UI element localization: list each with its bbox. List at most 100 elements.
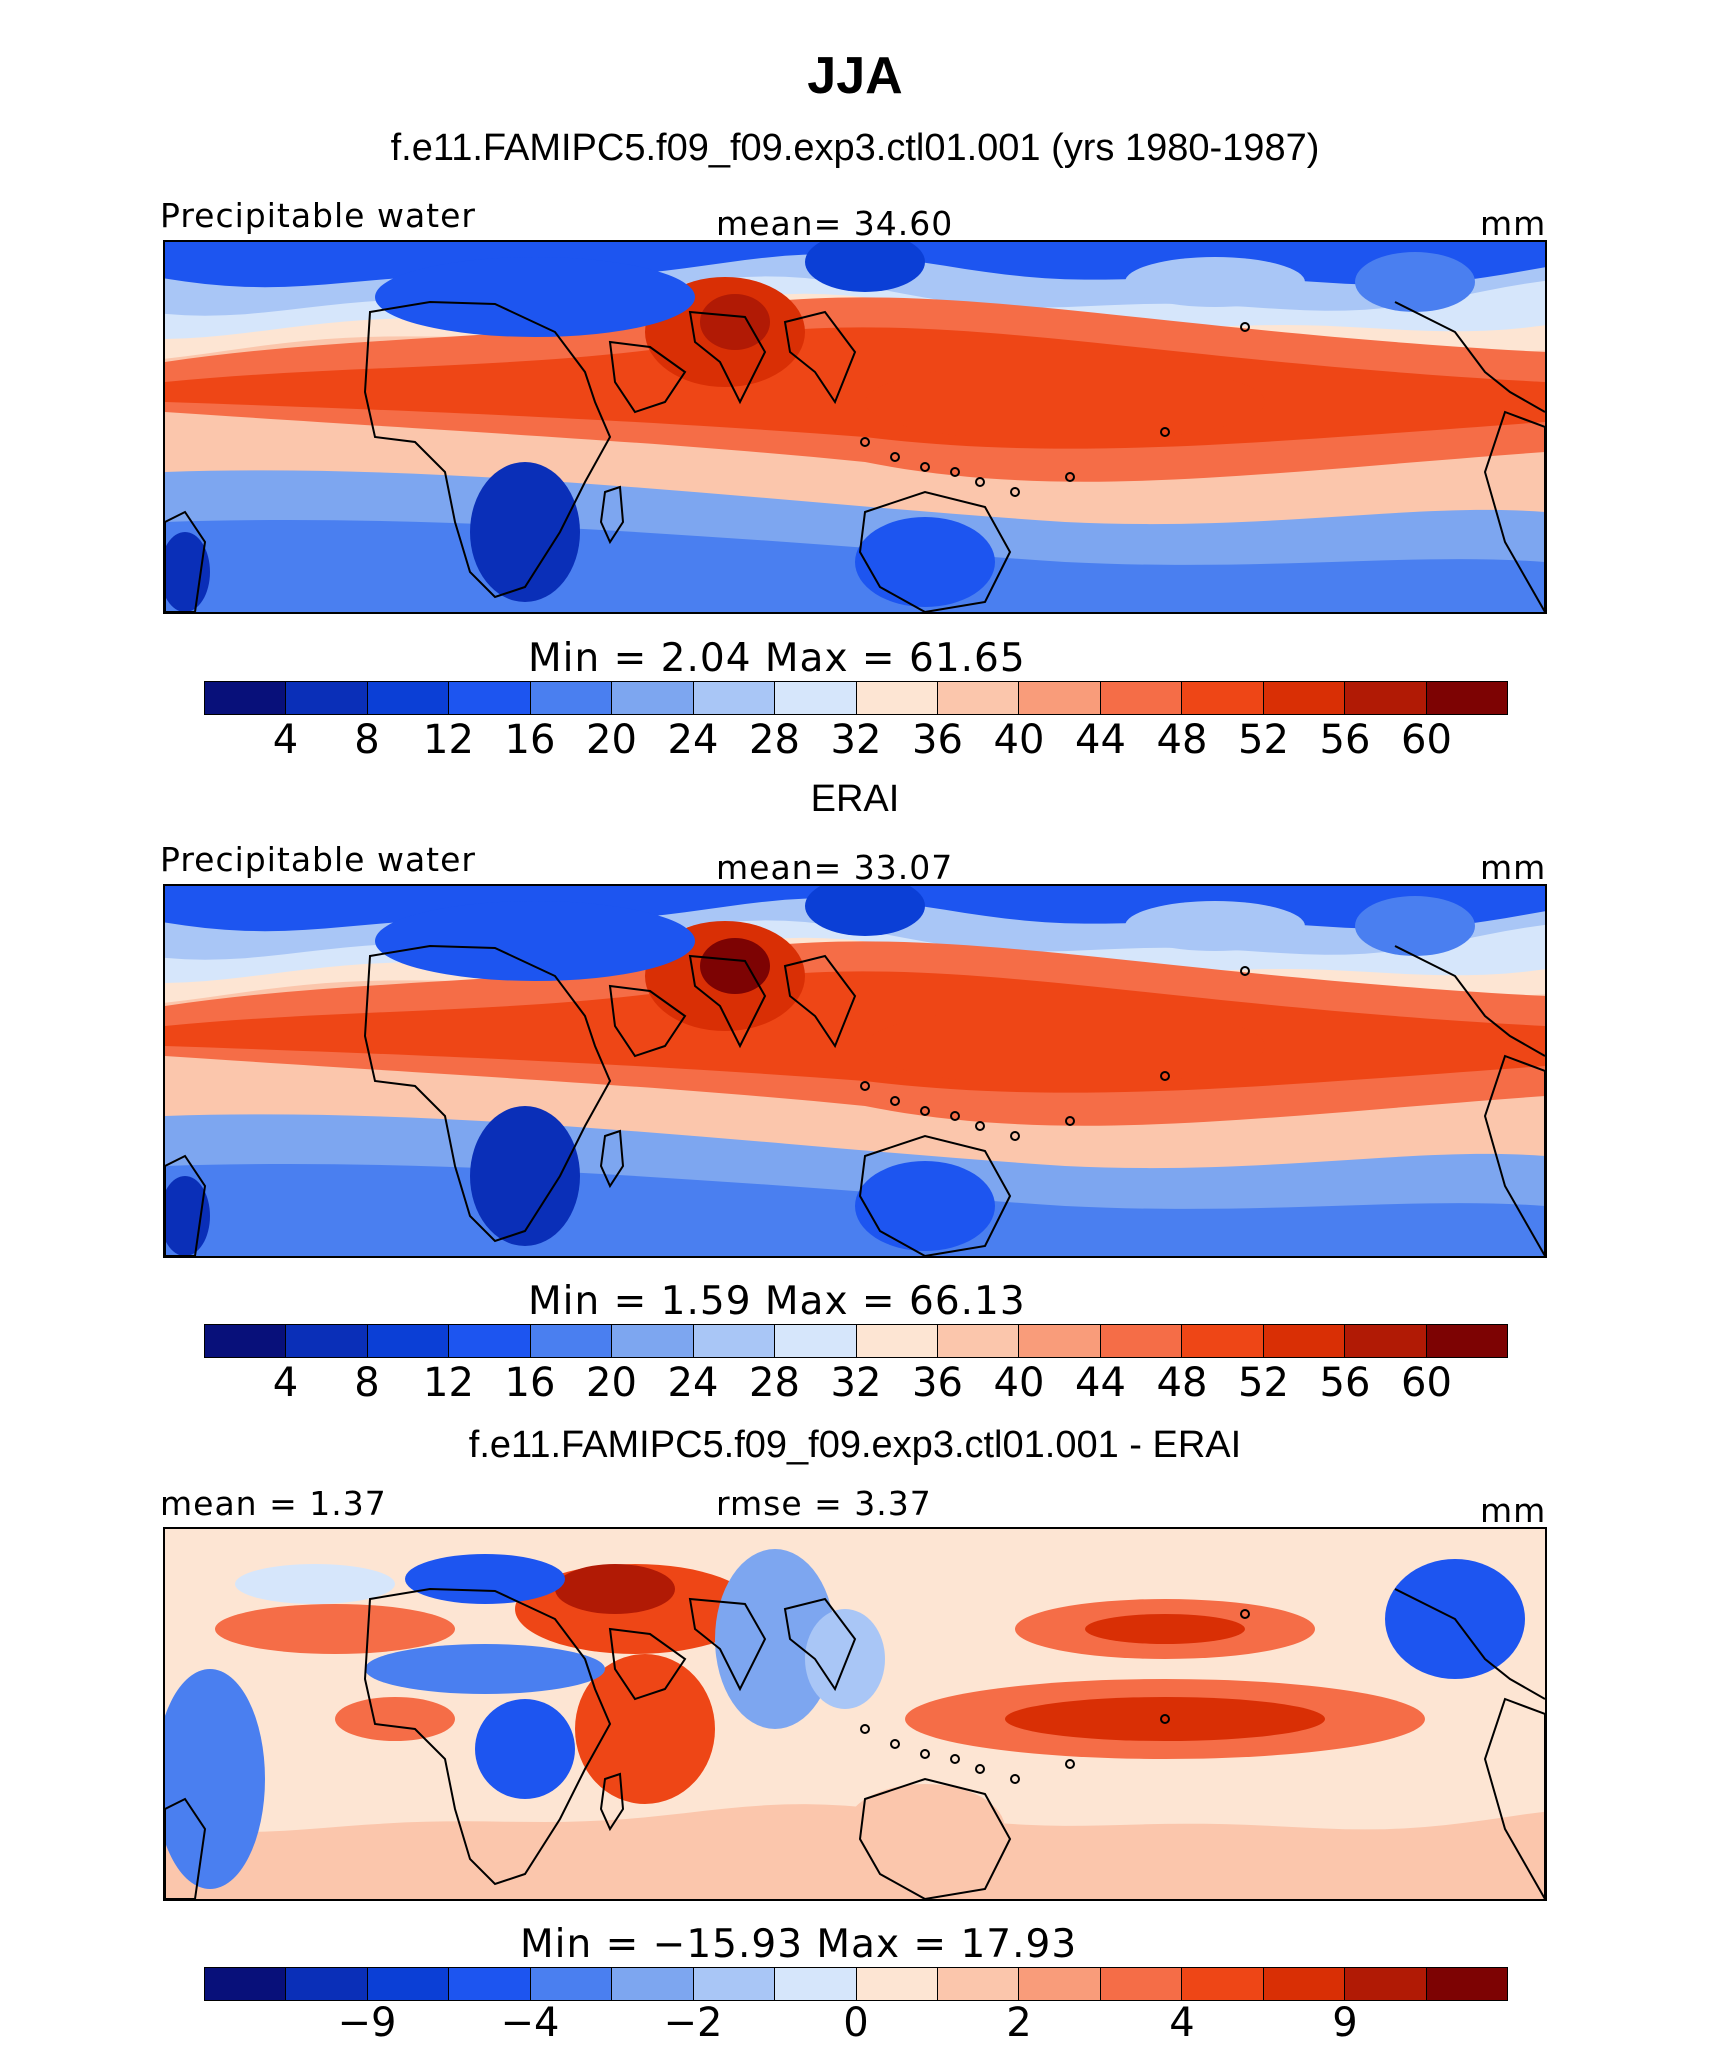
colorbar-swatch — [205, 1968, 287, 2000]
colorbar-swatch — [530, 1325, 613, 1357]
panel-1-colorbar-ticks: 4 8 12 16 20 24 28 32 36 40 44 48 52 56 60 — [0, 717, 1710, 767]
sahara-dry — [375, 901, 695, 981]
coastline — [363, 944, 612, 1243]
panel-2-colorbar — [204, 1324, 1508, 1358]
colorbar-swatch — [1345, 1325, 1427, 1357]
island-coastline — [1065, 1759, 1075, 1769]
colorbar-swatch — [286, 1968, 368, 2000]
panel-1-title: f.e11.FAMIPC5.f09_f09.exp3.ctl01.001 (yr… — [390, 127, 1320, 169]
colorbar-tick-label: 60 — [1401, 1360, 1452, 1406]
colorbar-tick-label: 36 — [912, 1360, 963, 1406]
n-america-dry — [1355, 252, 1475, 312]
contour-band — [165, 1804, 1545, 1899]
sahel-negative — [365, 1644, 605, 1694]
pacific-peak — [1005, 1697, 1325, 1741]
island-coastline — [975, 1121, 985, 1131]
panel-3-contour-field — [165, 1529, 1545, 1899]
colorbar-tick-label: 52 — [1238, 717, 1289, 763]
coastline — [1483, 410, 1545, 612]
coastline — [858, 1777, 1012, 1899]
coastline — [783, 310, 857, 405]
colorbar-tick-label: 44 — [1075, 717, 1126, 763]
colorbar-swatch — [693, 1325, 776, 1357]
se-asia-negative — [805, 1609, 885, 1709]
colorbar-swatch — [286, 1325, 368, 1357]
panel-1-units: mm — [1480, 204, 1547, 243]
coastline — [165, 1797, 207, 1899]
colorbar-swatch — [449, 682, 531, 714]
colorbar-swatch — [937, 1325, 1020, 1357]
panel-1-min-max: Min = 2.04 Max = 61.65 — [528, 636, 1026, 681]
panel-1-colorbar — [204, 681, 1508, 715]
australia-dry — [855, 1161, 995, 1251]
colorbar-swatch — [775, 1325, 857, 1357]
panel-3-min-max: Min = −15.93 Max = 17.93 — [520, 1922, 1078, 1967]
panel-2-colorbar-ticks: 4 8 12 16 20 24 28 32 36 40 44 48 52 56 60 — [0, 1360, 1710, 1410]
panel-1-map — [163, 240, 1547, 614]
colorbar-tick-label: 20 — [586, 717, 637, 763]
coastline — [608, 340, 687, 414]
coastline — [599, 1772, 625, 1832]
colorbar-swatch — [612, 1325, 694, 1357]
africa-dry — [470, 462, 580, 602]
island-coastline — [1065, 472, 1075, 482]
coastline — [1394, 301, 1545, 413]
island-coastline — [1240, 1609, 1250, 1619]
australia-dry — [855, 517, 995, 607]
colorbar-tick-label: 2 — [1006, 2000, 1032, 2046]
sahara-negative — [405, 1554, 565, 1604]
colorbar-tick-label: 0 — [843, 2000, 869, 2046]
warm-pool — [865, 1006, 1265, 1086]
colorbar-swatch — [367, 1325, 450, 1357]
colorbar-tick-label: 8 — [354, 1360, 380, 1406]
island-coastline — [920, 1749, 930, 1759]
panel-3-title: f.e11.FAMIPC5.f09_f09.exp3.ctl01.001 - E… — [468, 1424, 1242, 1466]
colorbar-swatch — [530, 1968, 613, 2000]
colorbar-swatch — [1263, 1325, 1346, 1357]
colorbar-swatch — [1263, 1968, 1346, 2000]
panel-2-contour-field — [165, 886, 1545, 1256]
coastline — [1483, 1697, 1545, 1899]
colorbar-swatch — [286, 682, 368, 714]
colorbar-tick-label: 60 — [1401, 717, 1452, 763]
sahara-dry — [375, 257, 695, 337]
colorbar-swatch — [1426, 1968, 1507, 2000]
island-coastline — [860, 437, 870, 447]
panel-3-colorbar-ticks: −9 −4 −2 0 2 4 9 — [0, 2000, 1710, 2048]
coastline — [165, 1154, 207, 1256]
island-coastline — [950, 1754, 960, 1764]
colorbar-swatch — [693, 682, 776, 714]
indian-ocean-positive — [575, 1654, 715, 1804]
colorbar-tick-label: 48 — [1156, 1360, 1208, 1406]
colorbar-tick-label: −9 — [337, 2000, 397, 2046]
colorbar-swatch — [367, 1968, 450, 2000]
panel-2-title: ERAI — [810, 778, 900, 820]
coastline — [688, 954, 767, 1049]
island-coastline — [1010, 487, 1020, 497]
colorbar-swatch — [1426, 682, 1507, 714]
monsoon-peak — [700, 294, 770, 350]
colorbar-swatch — [1019, 1325, 1101, 1357]
coastline — [1394, 945, 1545, 1057]
colorbar-swatch — [205, 1325, 287, 1357]
coastline — [858, 490, 1012, 612]
colorbar-tick-label: 52 — [1238, 1360, 1289, 1406]
colorbar-swatch — [1345, 1968, 1427, 2000]
coastline — [608, 1627, 687, 1701]
colorbar-swatch — [1182, 1968, 1264, 2000]
s-america-negative — [165, 1669, 265, 1889]
island-coastline — [890, 1739, 900, 1749]
colorbar-swatch — [1182, 682, 1264, 714]
coastline — [608, 984, 687, 1058]
colorbar-swatch — [1019, 682, 1101, 714]
colorbar-swatch — [530, 682, 613, 714]
panel-3-units: mm — [1480, 1491, 1547, 1530]
island-coastline — [1240, 322, 1250, 332]
colorbar-swatch — [775, 682, 857, 714]
island-coastline — [975, 477, 985, 487]
colorbar-swatch — [1100, 682, 1183, 714]
panel-2-mean-label: mean= 33.07 — [716, 848, 954, 887]
arabia-peak — [555, 1564, 675, 1614]
colorbar-swatch — [1182, 1325, 1264, 1357]
coastline — [363, 1587, 612, 1886]
